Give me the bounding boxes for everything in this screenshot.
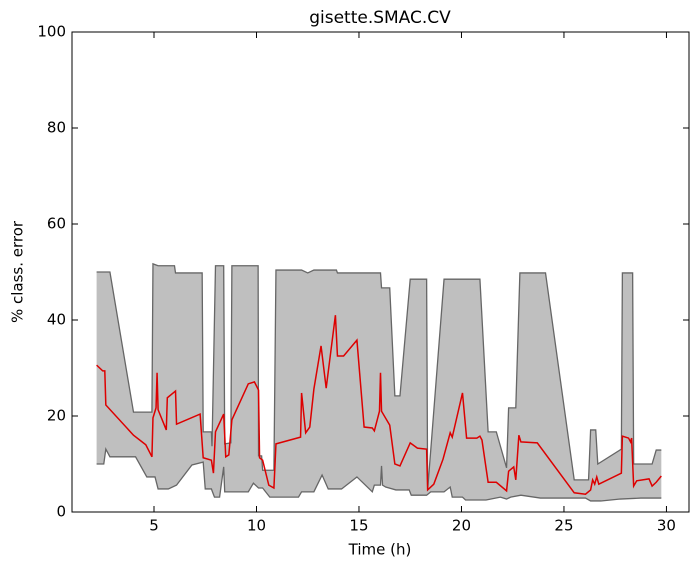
plot-frame	[71, 31, 690, 513]
y-tick-label: 80	[47, 119, 66, 137]
chart-title: gisette.SMAC.CV	[309, 8, 451, 28]
x-tick-label: 5	[149, 517, 159, 535]
series-line	[96, 315, 662, 496]
x-tick-label: 10	[247, 517, 266, 535]
series-line	[96, 447, 662, 502]
y-axis-label: % class. error	[9, 220, 27, 323]
x-axis-label: Time (h)	[348, 541, 412, 559]
y-tick-label: 20	[47, 407, 66, 425]
x-tick-label: 20	[452, 517, 471, 535]
x-tick-label: 15	[349, 517, 368, 535]
y-tick-label: 100	[37, 23, 66, 41]
x-tick-label: 25	[554, 517, 573, 535]
y-tick-label: 60	[47, 215, 66, 233]
series-line	[96, 262, 662, 490]
y-tick-label: 0	[56, 503, 66, 521]
y-tick-label: 40	[47, 311, 66, 329]
x-tick-label: 30	[657, 517, 676, 535]
